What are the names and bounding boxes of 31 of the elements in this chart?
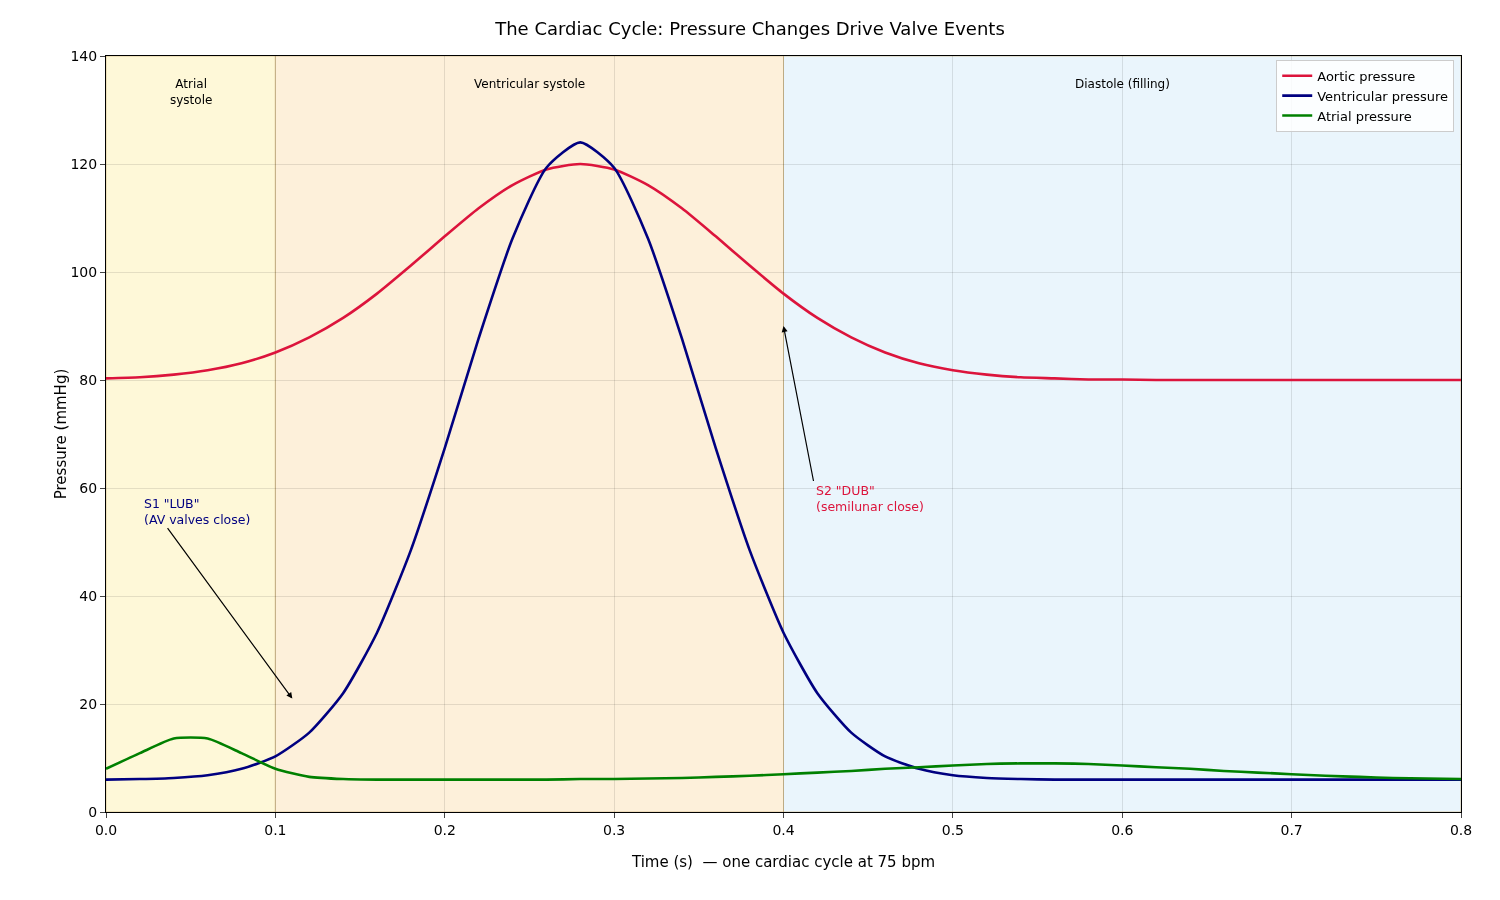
legend-label: Aortic pressure bbox=[1317, 68, 1416, 84]
line-series bbox=[106, 736, 1461, 781]
annotation: S1 "LUB" (AV valves close) bbox=[144, 496, 251, 528]
y-tick-label: 60 bbox=[79, 479, 98, 496]
x-tick-label: 0.1 bbox=[264, 821, 287, 838]
y-tick-label: 40 bbox=[79, 587, 98, 604]
y-tick-label: 100 bbox=[70, 263, 98, 280]
y-tick-label: 20 bbox=[79, 695, 98, 712]
x-tick-label: 0.4 bbox=[772, 821, 795, 838]
chart-title: The Cardiac Cycle: Pressure Changes Drive Valve Events bbox=[494, 18, 1005, 40]
y-tick-label: 80 bbox=[79, 371, 98, 388]
x-tick-label: 0.3 bbox=[603, 821, 626, 838]
y-tick-label: 0 bbox=[88, 803, 98, 820]
legend-label: Ventricular pressure bbox=[1317, 88, 1449, 104]
band-label: Atrial systole bbox=[170, 77, 213, 107]
x-tick-label: 0.8 bbox=[1449, 821, 1473, 838]
y-tick-label: 120 bbox=[70, 155, 98, 172]
x-tick-label: 0.2 bbox=[433, 821, 456, 838]
x-tick-label: 0.7 bbox=[1280, 821, 1303, 838]
x-axis-title: Time (s) — one cardiac cycle at 75 bpm bbox=[630, 853, 936, 871]
x-tick-label: 0.6 bbox=[1111, 821, 1134, 838]
legend-label: Atrial pressure bbox=[1317, 108, 1412, 124]
y-tick-label: 140 bbox=[70, 47, 98, 64]
line-series bbox=[106, 141, 1461, 781]
y-axis-title: Pressure (mmHg) bbox=[52, 368, 70, 500]
x-tick-label: 0.5 bbox=[941, 821, 965, 838]
x-tick-label: 0.0 bbox=[94, 821, 118, 838]
line-series bbox=[106, 162, 1461, 382]
band-label: Diastole (filling) bbox=[1075, 77, 1170, 91]
annotation: S2 "DUB" (semilunar close) bbox=[816, 483, 924, 515]
band-label: Ventricular systole bbox=[474, 77, 586, 91]
